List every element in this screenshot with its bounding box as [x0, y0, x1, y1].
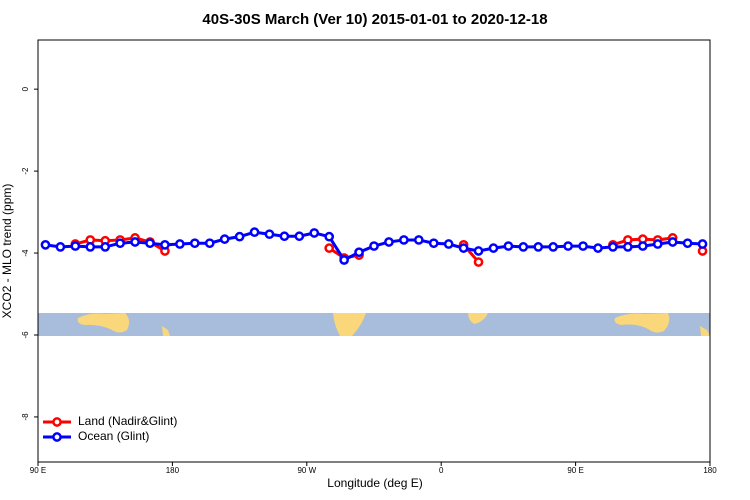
map-strip [38, 313, 710, 336]
y-tick-label: -2 [21, 167, 30, 175]
data-point [682, 238, 693, 249]
data-point [279, 231, 290, 242]
x-tick-label: 180 [703, 466, 717, 475]
data-point [488, 243, 499, 253]
data-point [578, 241, 588, 251]
plot-frame [37, 39, 711, 463]
data-point [160, 240, 170, 250]
data-point [533, 242, 544, 252]
data-point [204, 238, 215, 249]
legend-marker [52, 417, 62, 427]
data-point [249, 227, 260, 238]
data-point [175, 239, 185, 249]
data-point [40, 240, 51, 250]
legend-marker [52, 432, 62, 442]
data-point [234, 231, 245, 242]
y-tick-label: 0 [21, 86, 30, 91]
x-tick-label: 180 [166, 466, 180, 475]
data-point [369, 241, 379, 251]
data-point [384, 237, 394, 247]
data-point [100, 242, 111, 252]
series [40, 227, 708, 265]
data-point [219, 234, 230, 244]
data-point [473, 257, 484, 267]
data-point [697, 239, 708, 249]
data-point [458, 243, 469, 253]
data-point [667, 237, 678, 247]
data-point [637, 241, 648, 251]
data-point [115, 238, 125, 249]
x-tick-label: 90 W [297, 466, 316, 475]
data-point [399, 235, 409, 245]
y-tick-label: -6 [21, 331, 30, 339]
data-point [294, 231, 305, 242]
data-point [473, 246, 484, 256]
legend-label: Land (Nadir&Glint) [78, 414, 177, 428]
data-point [623, 242, 633, 252]
y-axis-label: XCO2 - MLO trend (ppm) [0, 184, 14, 319]
data-point [593, 243, 603, 253]
legend: Land (Nadir&Glint)Ocean (Glint) [43, 414, 177, 443]
data-point [309, 228, 320, 238]
data-point [608, 242, 618, 252]
data-point [503, 241, 514, 251]
data-point [354, 247, 364, 258]
data-point [85, 242, 96, 252]
data-point [428, 238, 439, 249]
y-tick-label: -4 [21, 249, 30, 257]
data-point [55, 242, 66, 252]
data-point [264, 229, 275, 240]
x-axis-label: Longitude (deg E) [327, 476, 422, 490]
x-tick-label: 0 [439, 466, 444, 475]
data-point [413, 235, 424, 245]
data-point [548, 242, 559, 252]
data-point [70, 241, 81, 251]
x-tick-label: 90 E [30, 466, 46, 475]
data-point [324, 231, 335, 242]
legend-label: Ocean (Glint) [78, 429, 149, 443]
y-tick-label: -8 [21, 413, 30, 421]
data-point [339, 255, 349, 265]
data-point [563, 241, 573, 251]
data-point [130, 237, 140, 247]
data-point [145, 238, 155, 249]
data-point [652, 239, 663, 249]
x-tick-label: 90 E [567, 466, 583, 475]
data-point [189, 238, 200, 249]
chart-title: 40S-30S March (Ver 10) 2015-01-01 to 202… [202, 11, 547, 28]
data-point [324, 243, 335, 253]
data-point [443, 239, 454, 249]
data-point [518, 242, 529, 252]
